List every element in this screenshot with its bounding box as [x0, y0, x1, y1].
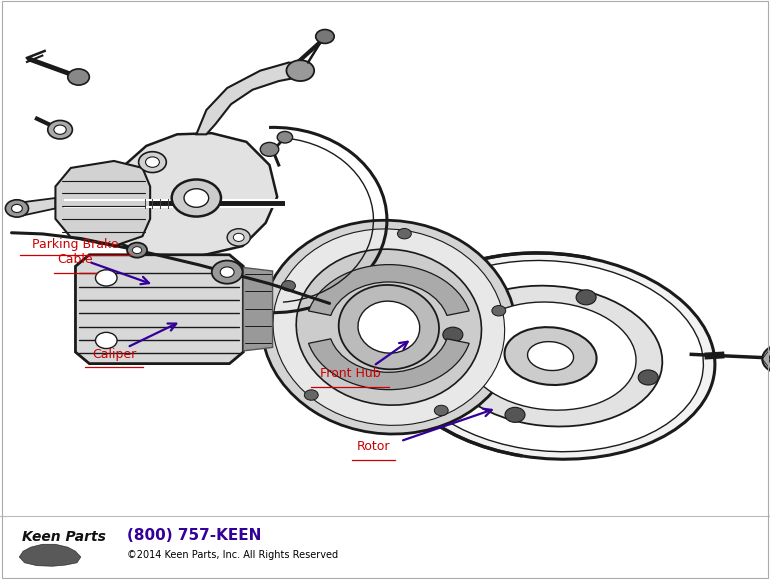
Polygon shape [114, 133, 277, 256]
Polygon shape [14, 198, 55, 215]
Circle shape [68, 69, 89, 85]
Circle shape [127, 243, 147, 258]
Circle shape [769, 350, 770, 368]
Polygon shape [55, 161, 150, 246]
Text: Front Hub: Front Hub [320, 367, 380, 380]
Ellipse shape [527, 342, 574, 371]
Circle shape [233, 233, 244, 241]
Text: Parking Brake
Cable: Parking Brake Cable [32, 238, 119, 266]
Ellipse shape [296, 249, 481, 405]
Circle shape [282, 281, 296, 291]
Text: Keen Parts: Keen Parts [22, 530, 105, 544]
Circle shape [762, 345, 770, 373]
Ellipse shape [387, 253, 715, 459]
Circle shape [576, 290, 596, 305]
Ellipse shape [339, 285, 439, 369]
Circle shape [492, 306, 506, 316]
Circle shape [286, 60, 314, 81]
Ellipse shape [397, 261, 704, 452]
Text: Caliper: Caliper [92, 348, 136, 361]
Polygon shape [196, 63, 308, 134]
Circle shape [443, 327, 463, 342]
Polygon shape [19, 544, 81, 566]
Text: Rotor: Rotor [357, 441, 390, 453]
Circle shape [212, 261, 243, 284]
Circle shape [5, 200, 28, 217]
Polygon shape [243, 267, 273, 351]
Wedge shape [309, 339, 469, 390]
Circle shape [132, 247, 142, 254]
Ellipse shape [273, 229, 504, 426]
Circle shape [220, 267, 234, 277]
Circle shape [139, 152, 166, 173]
Wedge shape [309, 265, 469, 316]
Circle shape [304, 390, 318, 400]
Ellipse shape [358, 301, 420, 353]
Circle shape [12, 204, 22, 212]
Circle shape [505, 407, 525, 422]
Circle shape [48, 120, 72, 139]
Ellipse shape [504, 327, 597, 385]
Circle shape [638, 370, 658, 385]
Ellipse shape [465, 302, 636, 410]
Ellipse shape [439, 285, 662, 427]
Circle shape [54, 125, 66, 134]
Ellipse shape [262, 220, 516, 434]
Circle shape [397, 229, 411, 239]
Circle shape [184, 189, 209, 207]
Circle shape [172, 179, 221, 217]
Polygon shape [75, 255, 243, 364]
Circle shape [227, 229, 250, 246]
Text: ©2014 Keen Parts, Inc. All Rights Reserved: ©2014 Keen Parts, Inc. All Rights Reserv… [127, 549, 338, 560]
Circle shape [260, 142, 279, 156]
Circle shape [95, 270, 117, 286]
Circle shape [434, 405, 448, 416]
Circle shape [146, 157, 159, 167]
Text: (800) 757-KEEN: (800) 757-KEEN [127, 528, 262, 543]
Circle shape [277, 131, 293, 143]
Circle shape [316, 30, 334, 43]
Circle shape [95, 332, 117, 349]
